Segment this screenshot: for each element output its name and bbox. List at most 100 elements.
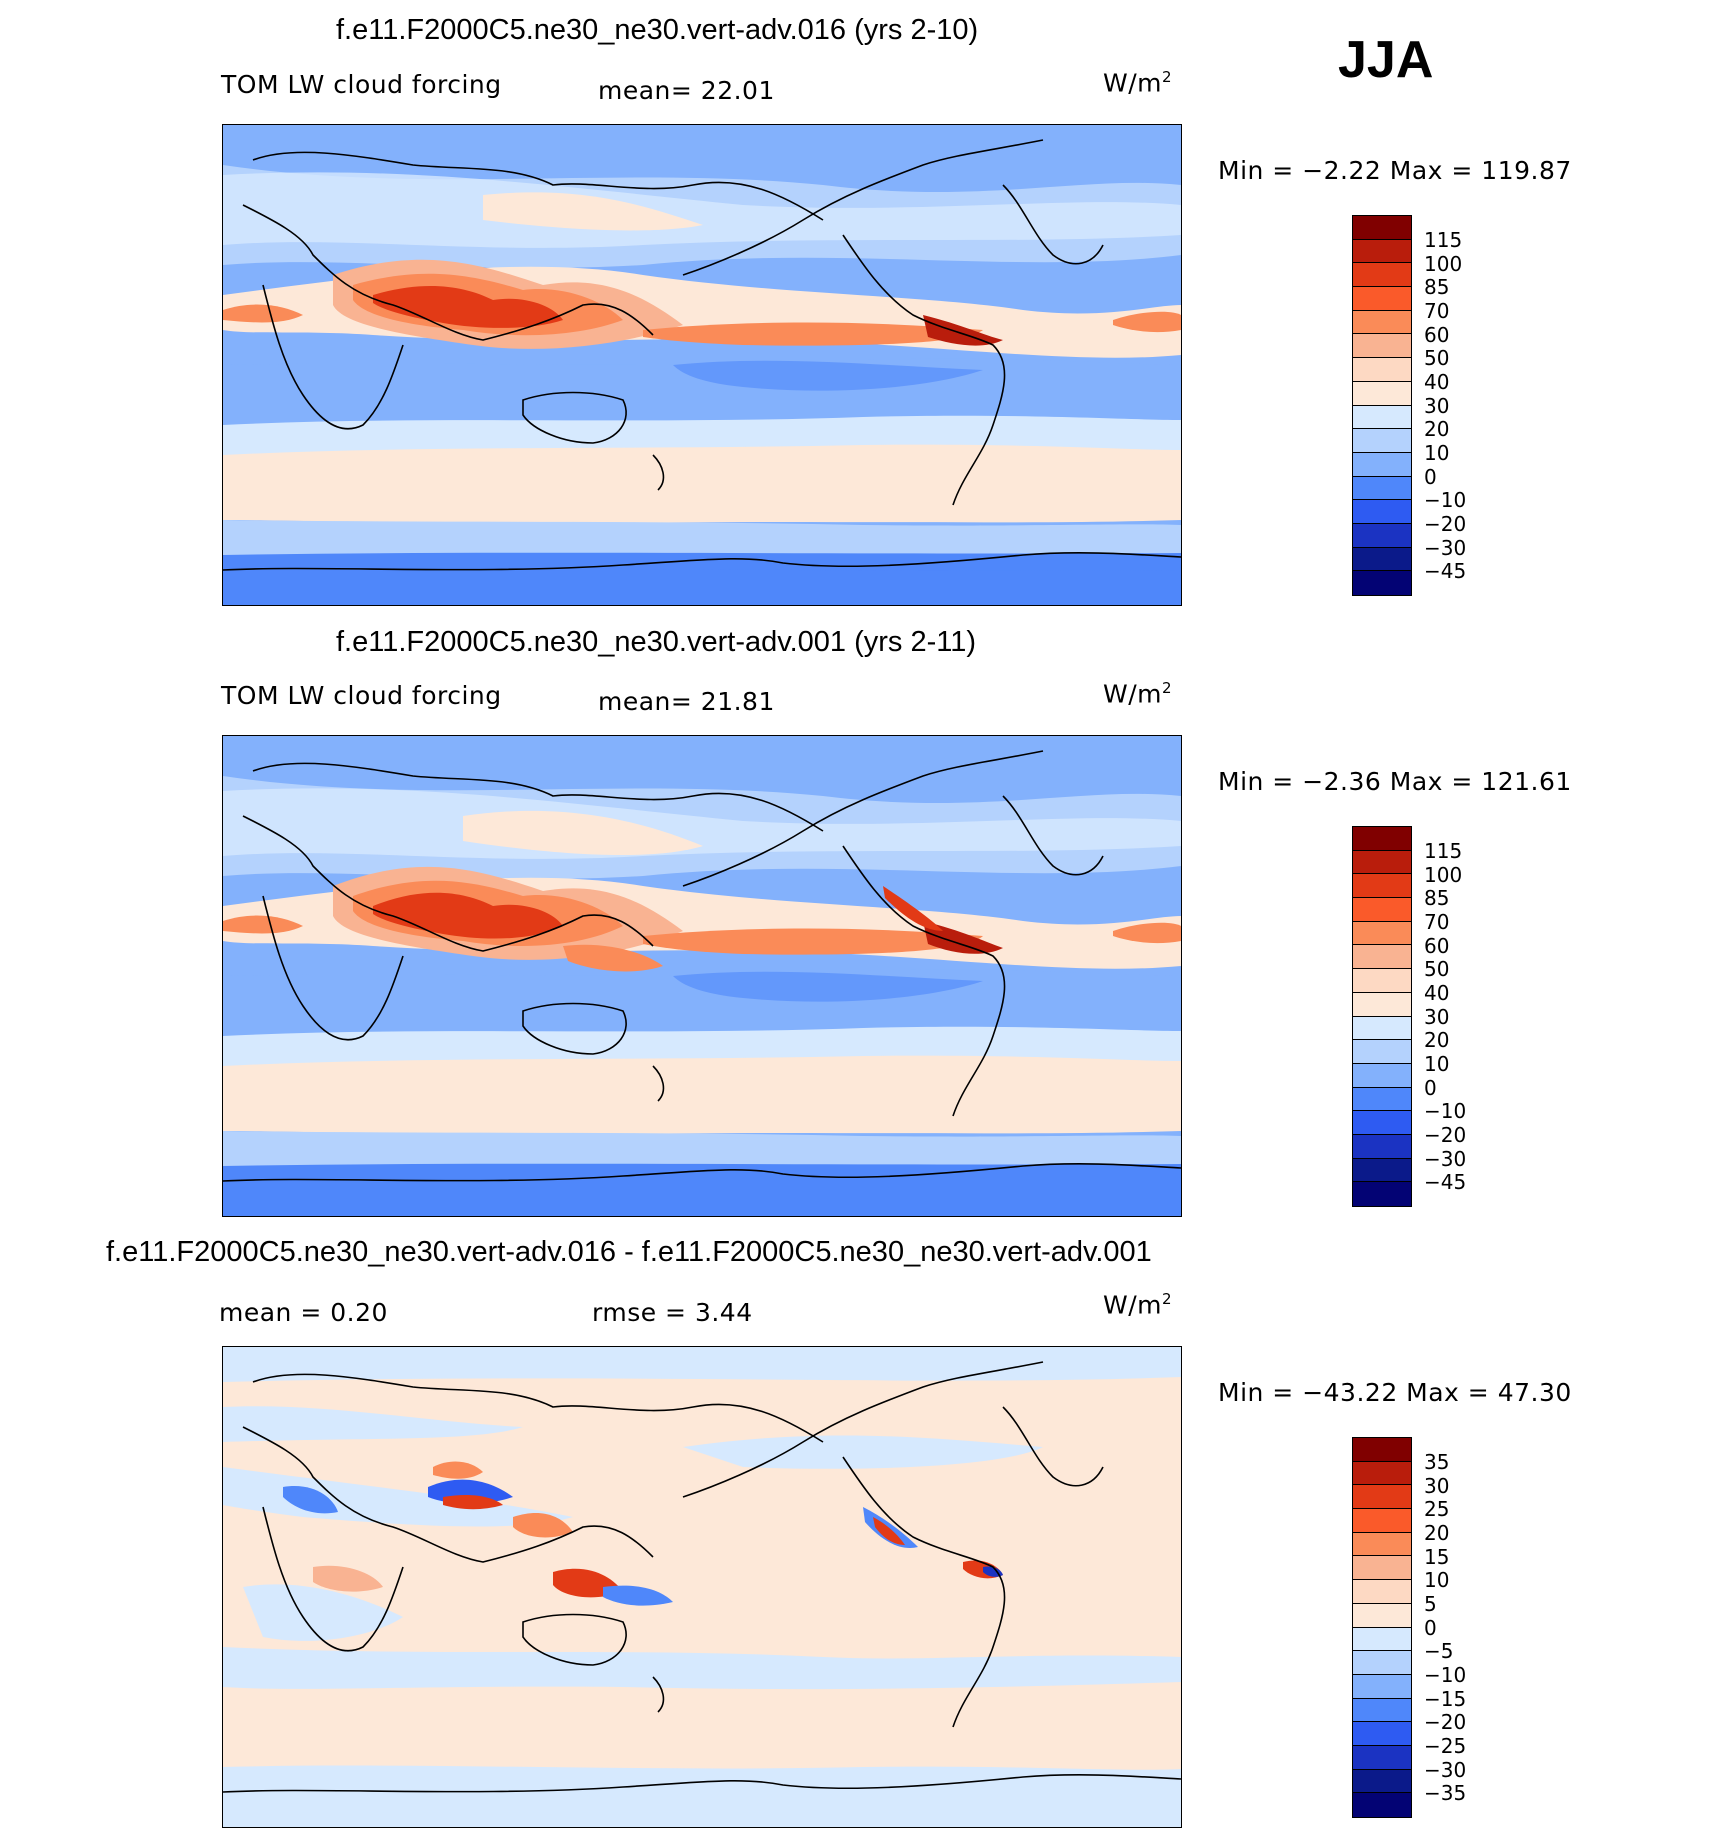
panel-2-colorbar-swatch [1353,1111,1411,1135]
panel-1-colorbar-swatch [1353,429,1411,453]
panel-3-colorbar-swatch [1353,1603,1411,1628]
panel-2-colorbar-swatch [1353,1134,1411,1159]
panel-2-tick: −30 [1424,1147,1467,1171]
panel-1-tick: −10 [1424,488,1467,512]
panel-3-map [222,1346,1182,1828]
panel-3-tick: −20 [1424,1710,1467,1734]
panel-3-colorbar-swatch [1353,1745,1411,1770]
panel-3-title: f.e11.F2000C5.ne30_ne30.vert-adv.016 - f… [106,1236,1152,1268]
panel-2-title: f.e11.F2000C5.ne30_ne30.vert-adv.001 (yr… [336,626,976,658]
panel-1-colorbar-swatch [1353,405,1411,430]
panel-2-colorbar-swatch [1353,850,1411,875]
panel-3-tick: −30 [1424,1758,1467,1782]
panel-3-colorbar-swatch [1353,1651,1411,1675]
panel-1-colorbar-swatch [1353,334,1411,359]
panel-1-contour-field [223,125,1181,605]
panel-2-tick: 40 [1424,981,1450,1005]
panel-1-colorbar-swatch [1353,381,1411,406]
panel-2-units: W/m2 [1103,679,1173,709]
season-label: JJA [1338,31,1434,89]
panel-1-variable-label: TOM LW cloud forcing [221,70,502,99]
panel-2-contour-field [223,736,1181,1216]
panel-2-tick: 70 [1424,910,1450,934]
panel-2-map [222,735,1182,1217]
panel-3-colorbar-swatch [1353,1556,1411,1581]
panel-3-rmse-label: rmse = 3.44 [592,1298,753,1327]
panel-2-colorbar-swatch [1353,1063,1411,1088]
panel-3-minmax: Min = −43.22 Max = 47.30 [1218,1378,1572,1407]
panel-1-tick: −20 [1424,512,1467,536]
panel-3-colorbar-swatch [1353,1485,1411,1510]
panel-3-colorbar-swatch [1353,1698,1411,1723]
panel-3-tick: 35 [1424,1450,1450,1474]
panel-2-colorbar-swatch [1353,992,1411,1017]
panel-3-colorbar-swatch [1353,1674,1411,1699]
panel-1-colorbar-swatch [1353,216,1411,240]
panel-1-tick: 40 [1424,370,1450,394]
panel-2-colorbar-swatch [1353,1040,1411,1064]
panel-3-tick: −5 [1424,1639,1454,1663]
panel-2-colorbar-swatch [1353,1016,1411,1041]
panel-2-colorbar-swatch [1353,827,1411,851]
panel-3-colorbar-swatch [1353,1509,1411,1533]
panel-2-colorbar-swatch [1353,969,1411,993]
panel-1-title: f.e11.F2000C5.ne30_ne30.vert-adv.016 (yr… [336,14,979,46]
panel-2-tick: −45 [1424,1170,1467,1194]
panel-3-contour-field [223,1347,1181,1827]
panel-3-colorbar-swatch [1353,1438,1411,1462]
panel-1-minmax: Min = −2.22 Max = 119.87 [1218,156,1572,185]
panel-2-tick: −20 [1424,1123,1467,1147]
panel-3-units: W/m2 [1103,1290,1173,1320]
panel-1-colorbar-swatch [1353,500,1411,524]
panel-1-tick: 10 [1424,441,1450,465]
panel-3-tick: 25 [1424,1497,1450,1521]
panel-1-colorbar-swatch [1353,263,1411,288]
panel-1-tick: 50 [1424,346,1450,370]
panel-3-colorbar-swatch [1353,1461,1411,1486]
panel-3-colorbar-swatch [1353,1769,1411,1794]
panel-2-tick: 10 [1424,1052,1450,1076]
panel-1-tick: −30 [1424,536,1467,560]
panel-3-colorbar-swatch [1353,1532,1411,1557]
panel-3-tick: 0 [1424,1616,1437,1640]
panel-3-tick: −10 [1424,1663,1467,1687]
panel-3-mean-label: mean = 0.20 [219,1298,388,1327]
panel-2-tick: 0 [1424,1076,1437,1100]
panel-3-tick: 30 [1424,1474,1450,1498]
panel-2-colorbar-swatch [1353,898,1411,922]
panel-1-colorbar-swatch [1353,310,1411,335]
panel-3-tick: 15 [1424,1545,1450,1569]
panel-1-tick: 115 [1424,228,1463,252]
panel-2-tick: 60 [1424,934,1450,958]
panel-1-tick: 30 [1424,394,1450,418]
panel-1-tick: 20 [1424,417,1450,441]
panel-3-tick: 20 [1424,1521,1450,1545]
panel-2-colorbar-swatch [1353,1158,1411,1183]
panel-3-tick: −35 [1424,1781,1467,1805]
panel-3-tick: −15 [1424,1687,1467,1711]
panel-1-colorbar-swatch [1353,523,1411,548]
panel-2-tick: 100 [1424,863,1463,887]
panel-2-colorbar-swatch [1353,1182,1411,1206]
panel-2-colorbar-swatch [1353,1087,1411,1112]
panel-1-colorbar-swatch [1353,571,1411,595]
panel-2-colorbar-swatch [1353,945,1411,970]
panel-3-colorbar [1352,1437,1412,1818]
panel-1-colorbar [1352,215,1412,596]
panel-2-tick: 20 [1424,1028,1450,1052]
panel-1-map [222,124,1182,606]
panel-3-colorbar-swatch [1353,1627,1411,1652]
panel-1-colorbar-swatch [1353,287,1411,311]
panel-3-tick: 10 [1424,1568,1450,1592]
panel-1-units: W/m2 [1103,68,1173,98]
panel-1-tick: 0 [1424,465,1437,489]
panel-3-colorbar-swatch [1353,1580,1411,1604]
panel-2-tick: −10 [1424,1099,1467,1123]
panel-3-colorbar-swatch [1353,1722,1411,1746]
panel-1-tick: 60 [1424,323,1450,347]
panel-2-tick: 85 [1424,886,1450,910]
panel-1-colorbar-swatch [1353,358,1411,382]
panel-3-tick: −25 [1424,1734,1467,1758]
panel-2-minmax: Min = −2.36 Max = 121.61 [1218,767,1572,796]
panel-1-tick: 85 [1424,275,1450,299]
